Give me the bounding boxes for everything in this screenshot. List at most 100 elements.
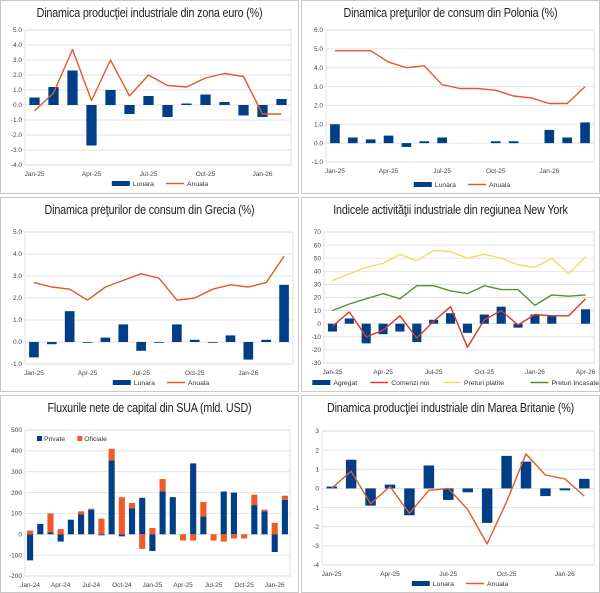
y-tick-label: 50 [314,255,322,262]
y-tick-label: 0 [315,486,319,493]
bar-lunara [219,102,230,105]
chart-title: Dinamica preţurilor de consum din Grecia… [44,203,255,217]
bar-lunara [238,105,249,116]
bar-oficiale [261,509,268,512]
bar-oficiale [57,529,64,535]
legend-label: Lunara [435,182,456,189]
y-tick-label: 4.0 [13,251,22,258]
bar-lunara [508,141,519,144]
bar-lunara [423,465,435,489]
x-tick-label: Apr-25 [379,168,399,175]
bar-oficiale [241,534,248,539]
y-tick-label: 0 [18,531,22,538]
bar-lunara [404,488,415,516]
y-tick-label: 300 [11,469,22,476]
bar-lunara [501,455,512,489]
bar-agregat [327,323,337,332]
bar-lunara [154,342,164,343]
legend-swatch [413,182,432,187]
x-tick-label: Jul-25 [132,370,150,377]
bar-private [169,497,176,535]
bar-private [230,492,237,535]
legend: Lunara Anuala [413,182,510,189]
bar-lunara [118,324,129,342]
y-tick-label: 3.0 [13,57,22,64]
y-tick-label: 30 [314,282,322,289]
x-tick-label: Jan-25 [325,168,345,175]
legend-label: Preturi platite [464,380,504,387]
bar-lunara [419,141,430,144]
bar-lunara [189,339,200,342]
bar-lunara [143,96,154,105]
y-tick-label: 2.0 [314,103,323,110]
legend-swatch [312,380,331,385]
bar-oficiale [251,494,258,506]
chart-poland-cpi: -1.0 0.0 1.0 2.0 3.0 4.0 5.0 6.0 Jan-25 Apr-25 Jul… [312,27,595,189]
x-tick-label: Apr-25 [82,171,102,178]
bar-lunara [365,488,376,506]
x-tick-label: Jan-26 [525,369,545,376]
bar-oficiale [98,518,105,535]
line-anuala [334,50,586,105]
bar-lunara [462,488,473,493]
legend-swatch [112,380,131,385]
x-tick-label: Jul-25 [433,168,451,175]
line-comenzi-noi [331,298,587,349]
bar-lunara [172,324,182,342]
chart-title: Dinamica producţiei industriale din Mare… [326,401,575,415]
y-tick-label: -3 [313,543,319,550]
bar-lunara [540,488,551,497]
bar-oficiale [179,534,187,541]
y-tick-label: 2.0 [13,295,22,302]
x-tick-label: Apr-25 [373,369,393,376]
x-tick-label: Jan-25 [322,571,342,578]
x-tick-label: Jan-26 [539,168,559,175]
bar-lunara [580,122,590,144]
plot-area [24,429,291,577]
legend-swatch [37,436,42,441]
y-tick-label: -1.0 [312,159,324,166]
bar-private [118,534,125,537]
bar-private [27,534,34,561]
legend-swatch [77,436,83,441]
bar-private [47,532,54,535]
x-tick-label: Jan-26 [555,571,575,578]
bar-private [67,519,74,535]
bar-lunara [181,103,192,105]
y-tick-label: -100 [9,552,22,559]
bar-oficiale [118,497,125,535]
bar-private [281,499,288,535]
y-tick-label: -4 [313,562,319,569]
x-tick-label: Jan-25 [323,369,343,376]
y-tick-label: 6.0 [314,27,323,34]
y-tick-label: 0.0 [13,339,22,346]
legend: Private Oficiale [37,436,107,443]
bar-oficiale [139,534,146,549]
bar-lunara [520,461,532,489]
bar-lunara [100,337,111,342]
bar-private [271,534,278,553]
y-tick-label: -1.0 [11,117,23,124]
x-tick-label: Oct-25 [234,582,254,589]
y-tick-label: 20 [314,295,322,302]
bar-agregat [446,313,456,324]
panel-uk-industrial-production: Dinamica producţiei industriale din Mare… [301,395,600,593]
legend-label: Lunara [134,380,155,387]
bar-lunara [579,478,590,489]
y-tick-label: 1 [315,466,319,473]
bar-lunara [401,143,412,147]
bar-lunara [225,335,236,342]
bar-agregat [530,314,540,324]
bar-lunara [330,124,340,144]
x-tick-label: Jul-25 [425,369,443,376]
x-tick-label: Jan-25 [142,582,162,589]
bar-oficiale [128,503,136,509]
legend-label: Private [44,436,65,443]
y-tick-label: -2 [313,524,319,531]
line-anuala [33,255,285,301]
bar-lunara [257,105,268,117]
bar-private [190,463,197,535]
bar-oficiale [271,522,278,535]
bar-lunara [67,70,78,105]
y-tick-label: 40 [314,269,322,276]
